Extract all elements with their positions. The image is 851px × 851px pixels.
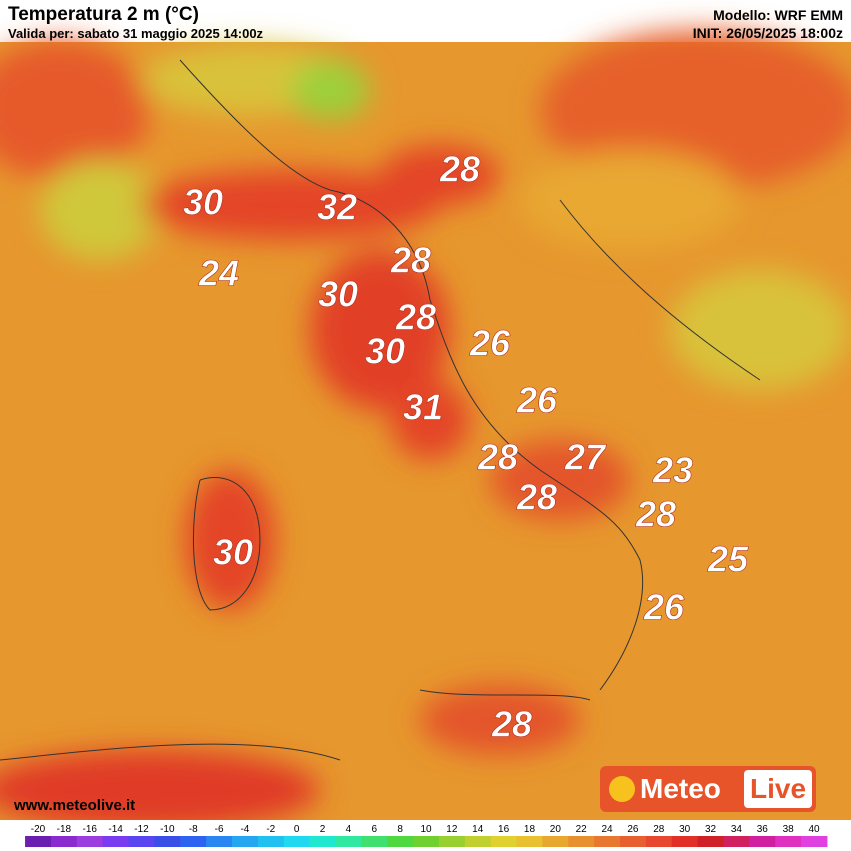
colorbar-tick-label: 30 [679,824,691,835]
colorbar-tick-label: 0 [294,824,300,835]
colorbar-tick-label: -16 [83,824,98,835]
colorbar-cell [464,836,492,847]
colorbar-tick-label: 6 [371,824,377,835]
colorbar-cell [232,836,259,847]
colorbar-cell [309,836,336,847]
colorbar-tick-label: -2 [266,824,275,835]
colorbar-cell [335,836,362,847]
colorbar-tick-label: -4 [240,824,249,835]
logo-live-box [744,770,812,808]
colorbar-cell [697,836,724,847]
map-area [0,30,851,830]
colorbar-cell [413,836,440,847]
colorbar-tick-label: 10 [420,824,432,835]
colorbar-cell [671,836,699,847]
colorbar-cell [775,836,802,847]
colorbar: -20 -18 -16 -14 -12 -10 -8 -6 -4 -2 0 2 4 6 8 10 12 14 16 1… [0,820,851,851]
temperature-label: 24 [198,253,239,294]
colorbar-tick-label: 34 [731,824,743,835]
colorbar-cell [102,836,130,847]
colorbar-cell [594,836,621,847]
colorbar-tick-label: 32 [705,824,717,835]
subtitle: Valida per: sabato 31 maggio 2025 14:00z [8,26,264,41]
colorbar-cell [723,836,750,847]
colorbar-cell [76,836,104,847]
colorbar-tick-label: -12 [134,824,149,835]
temperature-label: 23 [652,450,693,491]
colorbar-tick-label: 4 [346,824,352,835]
colorbar-cell [180,836,207,847]
colorbar-tick-label: 22 [576,824,588,835]
colorbar-tick-label: 2 [320,824,326,835]
temperature-label: 27 [564,437,607,478]
coastline [0,59,761,761]
temperature-field [0,30,851,830]
title: Temperatura 2 m (°C) [8,4,199,25]
colorbar-cell [542,836,569,847]
logo-text: Meteo [640,773,721,804]
colorbar-cell [257,836,285,847]
init: INIT: 26/05/2025 18:00z [693,25,843,41]
temperature-label: 28 [439,149,480,190]
colorbar-cell [645,836,673,847]
colorbar-cell [361,836,388,847]
colorbar-tick-label: -10 [160,824,175,835]
colorbar-cell [516,836,543,847]
colorbar-tick-label: 16 [498,824,510,835]
colorbar-cell [568,836,595,847]
colorbar-tick-label: 12 [446,824,458,835]
colorbar-tick-label: 40 [808,824,820,835]
colorbar-tick-label: -20 [31,824,46,835]
logo-text: Live [750,773,806,804]
colorbar-tick-label: -8 [189,824,198,835]
temperature-label: 26 [516,380,558,421]
colorbar-cell [749,836,776,847]
colorbar-cell [50,836,78,847]
temperature-label: 30 [213,532,253,573]
temperature-label: 30 [318,274,358,315]
colorbar-tick-label: 24 [602,824,614,835]
colorbar-cell [25,836,52,847]
temperature-label: 30 [365,331,405,372]
colorbar-tick-label: 36 [757,824,769,835]
logo-sun [609,776,635,802]
colorbar-cell [438,836,466,847]
temperature-label: 28 [516,477,557,518]
model: Modello: WRF EMM [713,7,843,23]
colorbar-tick-label: 38 [783,824,795,835]
colorbar-cell [801,836,828,847]
temperature-label: 25 [707,539,749,580]
logo: Meteo Live [600,766,816,812]
temperature-label: 28 [390,240,431,281]
temperature-label: 26 [469,323,511,364]
temperature-label: 28 [491,704,532,745]
colorbar-cell [490,836,518,847]
temperature-label: 28 [477,437,518,478]
temperature-label: 32 [317,187,357,228]
colorbar-tick-label: 18 [524,824,536,835]
colorbar-tick-label: 20 [550,824,562,835]
colorbar-tick-label: 14 [472,824,484,835]
website: www.meteolive.it [13,797,135,814]
temperature-label: 26 [643,587,685,628]
colorbar-cell [206,836,233,847]
colorbar-cell [283,836,311,847]
temperature-label: 31 [403,387,443,428]
colorbar-cell [620,836,647,847]
colorbar-tick-label: -6 [215,824,224,835]
colorbar-cell [387,836,414,847]
temperature-label: 28 [635,494,676,535]
colorbar-tick-label: 26 [627,824,639,835]
colorbar-tick-label: 28 [653,824,665,835]
colorbar-tick-label: 8 [397,824,403,835]
colorbar-tick-label: -18 [57,824,72,835]
temperature-label: 30 [183,182,223,223]
temperature-label: 28 [395,297,436,338]
colorbar-tick-label: -14 [108,824,123,835]
colorbar-cell [154,836,181,847]
colorbar-cell [128,836,155,847]
